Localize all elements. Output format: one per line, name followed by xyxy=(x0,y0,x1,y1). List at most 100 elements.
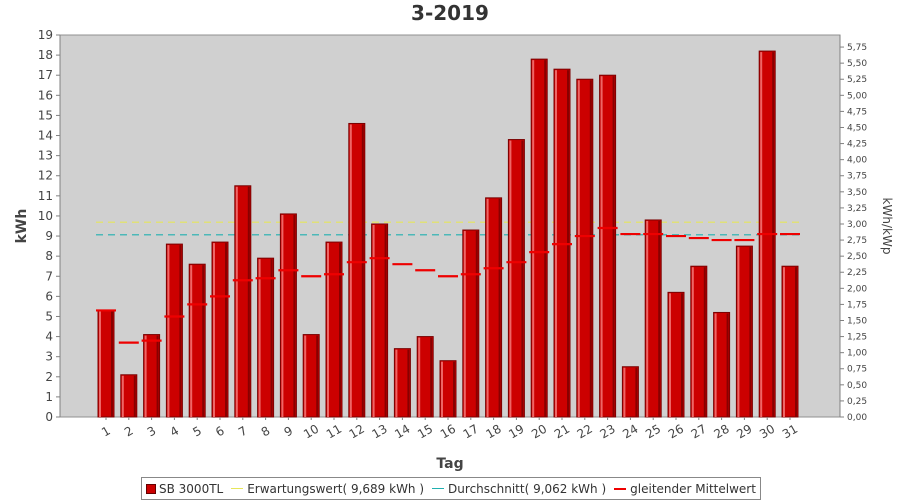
y2-axis: 0,00 0,25 0,50 0,75 1,00 1,25 1,50 1,75 2,00 2,25… xyxy=(839,35,867,423)
bar-shade xyxy=(179,245,182,417)
bar-highlight xyxy=(281,214,284,417)
x-tick-label: 15 xyxy=(415,422,435,442)
x-tick-label: 10 xyxy=(301,422,321,442)
bar-shade xyxy=(430,337,433,417)
x-tick-label: 1 xyxy=(99,424,113,440)
bar-highlight xyxy=(509,140,512,417)
bar-highlight xyxy=(577,80,580,418)
bar-highlight xyxy=(691,267,694,417)
bar-shade xyxy=(749,247,752,417)
y2-tick-label: 5,25 xyxy=(847,75,867,85)
bar-highlight xyxy=(258,259,261,417)
legend-label-moving-average: gleitender Mittelwert xyxy=(630,481,756,496)
y2-tick-label: 4,50 xyxy=(847,123,867,133)
x-tick-label: 24 xyxy=(620,422,640,442)
y-tick-label: 12 xyxy=(38,169,53,183)
y-tick-label: 1 xyxy=(45,390,53,404)
y2-tick-label: 4,75 xyxy=(847,107,867,117)
x-axis-title: Tag xyxy=(436,456,463,472)
y2-tick-label: 5,50 xyxy=(847,59,867,69)
x-tick-label: 13 xyxy=(369,422,389,442)
y-tick-label: 4 xyxy=(45,330,53,344)
bar-highlight xyxy=(669,293,671,417)
x-tick-label: 28 xyxy=(711,422,731,442)
bar-highlight xyxy=(532,60,535,418)
y2-tick-label: 3,25 xyxy=(847,204,867,214)
x-tick-label: 26 xyxy=(666,422,686,442)
y-tick-label: 17 xyxy=(38,68,53,82)
y2-tick-label: 4,25 xyxy=(847,140,867,150)
x-tick-label: 2 xyxy=(122,424,136,440)
x-axis: 1 2 3 4 5 6 7 8 9 10 11 12 13 14 15 16 17 18 19 20 21 22 23 24 2… xyxy=(99,417,800,441)
legend-swatch-bars xyxy=(146,483,156,494)
y-tick-label: 10 xyxy=(38,209,53,223)
x-tick-label: 7 xyxy=(236,424,250,440)
bar-highlight xyxy=(167,245,170,417)
bar-shade xyxy=(589,80,592,418)
bar-highlight xyxy=(121,375,124,417)
x-tick-label: 4 xyxy=(168,424,182,440)
y-tick-label: 13 xyxy=(38,149,53,163)
y2-tick-label: 2,50 xyxy=(847,252,867,262)
y2-tick-label: 1,25 xyxy=(847,333,867,343)
x-tick-label: 17 xyxy=(461,422,481,442)
bar-shade xyxy=(453,361,455,417)
legend-label-average: Durchschnitt( 9,062 kWh ) xyxy=(448,481,607,496)
bar-shade xyxy=(635,367,638,417)
x-tick-label: 30 xyxy=(757,422,777,442)
y2-tick-label: 1,75 xyxy=(847,300,867,310)
x-tick-label: 12 xyxy=(347,422,367,442)
bar-shade xyxy=(521,140,524,417)
bar-shade xyxy=(316,335,319,417)
y2-tick-label: 4,00 xyxy=(847,156,867,166)
bar-shade xyxy=(384,224,387,417)
x-tick-label: 9 xyxy=(282,424,296,440)
x-tick-label: 8 xyxy=(259,424,273,440)
bar-shade xyxy=(795,267,797,417)
bar-shade xyxy=(612,76,615,418)
x-tick-label: 23 xyxy=(597,422,617,442)
y2-tick-label: 5,75 xyxy=(847,43,867,53)
x-tick-label: 3 xyxy=(145,424,159,440)
bar-shade xyxy=(111,311,113,417)
bar-shade xyxy=(156,335,159,417)
bar-highlight xyxy=(144,335,147,417)
bar-shade xyxy=(475,231,478,417)
legend-label-bars: SB 3000TL xyxy=(159,481,224,496)
bar-highlight xyxy=(646,220,649,417)
bar-shade xyxy=(293,214,296,417)
legend: SB 3000TL Erwartungswert( 9,689 kWh ) Du… xyxy=(141,477,761,500)
bar-shade xyxy=(498,198,501,417)
bar-shade xyxy=(361,124,364,417)
bar-shade xyxy=(703,267,706,417)
bar-shade xyxy=(225,243,227,417)
bar-shade xyxy=(726,313,729,417)
bar-highlight xyxy=(623,367,626,417)
bar-highlight xyxy=(349,124,352,417)
y-axis-title: kWh xyxy=(14,209,30,244)
y-tick-label: 0 xyxy=(45,410,53,424)
x-tick-label: 6 xyxy=(213,424,227,440)
y2-tick-label: 5,00 xyxy=(847,91,867,101)
y-tick-label: 7 xyxy=(45,269,53,283)
moving-average-series xyxy=(96,226,800,344)
bar-shade xyxy=(407,349,410,417)
bar-shade xyxy=(202,265,205,417)
bar-highlight xyxy=(714,313,717,417)
bar-highlight xyxy=(486,198,489,417)
legend-item-bars: SB 3000TL xyxy=(146,482,223,496)
y2-tick-label: 0,75 xyxy=(847,365,867,375)
bar-highlight xyxy=(600,76,603,418)
x-tick-label: 27 xyxy=(689,422,709,442)
reference-lines xyxy=(96,221,800,236)
y2-axis-title: kWh/kWp xyxy=(880,198,894,255)
x-tick-label: 31 xyxy=(780,422,800,442)
y2-tick-label: 0,00 xyxy=(847,413,867,423)
bar-shade xyxy=(133,375,136,417)
bar-shade xyxy=(544,60,547,418)
bar-highlight xyxy=(190,265,193,417)
x-tick-label: 29 xyxy=(734,422,754,442)
chart-title: 3-2019 xyxy=(411,1,489,25)
